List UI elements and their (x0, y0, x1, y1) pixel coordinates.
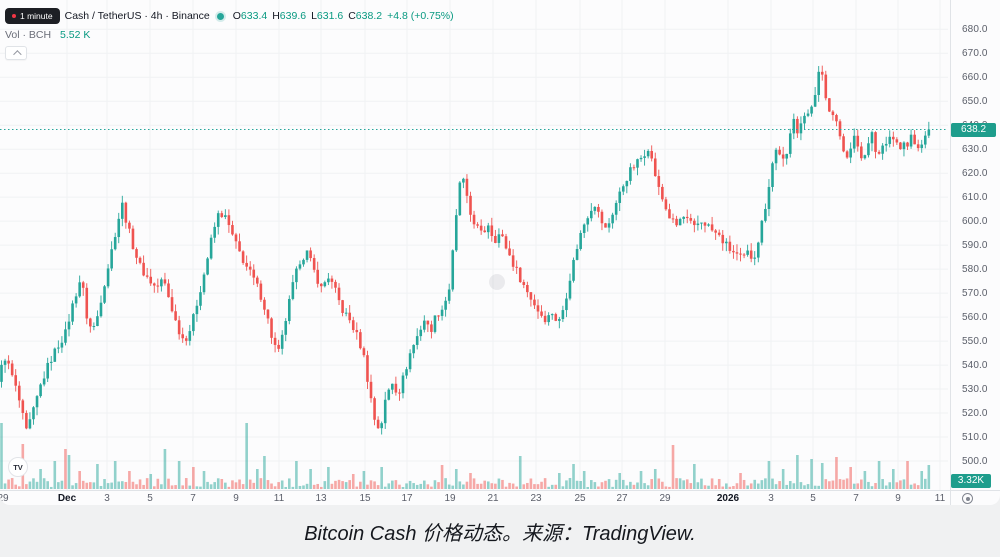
open-label: O (232, 10, 241, 22)
time-tick-label: 29 (0, 493, 9, 504)
price-tick-label: 680.0 (962, 24, 988, 36)
time-tick-label: 7 (190, 493, 196, 504)
market-status-icon[interactable] (216, 12, 224, 20)
open-value: 633.4 (240, 10, 268, 22)
high-value: 639.6 (279, 10, 307, 22)
price-tick-label: 540.0 (962, 360, 988, 372)
price-tick-label: 550.0 (962, 336, 988, 348)
goto-realtime-icon[interactable] (962, 493, 973, 504)
time-tick-label: 13 (315, 493, 327, 504)
last-price-badge: 638.2 (951, 122, 996, 137)
time-tick-label: 3 (768, 493, 774, 504)
price-tick-label: 510.0 (962, 432, 988, 444)
caption-text: Bitcoin Cash 价格动态。来源：TradingView. (304, 522, 696, 545)
time-tick-label: 15 (359, 493, 371, 504)
time-tick-label: Dec (57, 493, 77, 504)
price-tick-label: 560.0 (962, 312, 988, 324)
high-label: H (272, 10, 280, 22)
time-tick-label: 9 (895, 493, 901, 504)
chart-legend: 1 minute Cash / TetherUS · 4h · Binance … (5, 8, 454, 60)
price-tick-label: 630.0 (962, 144, 988, 156)
price-tick-label: 500.0 (962, 456, 988, 467)
time-tick-label: 21 (487, 493, 499, 504)
close-value: 638.2 (355, 10, 383, 22)
time-tick-label: 19 (444, 493, 456, 504)
time-axis-divider (0, 490, 1000, 491)
price-tick-label: 580.0 (962, 264, 988, 276)
chevron-up-icon (13, 50, 22, 59)
chart-panel: 1 minute Cash / TetherUS · 4h · Binance … (0, 0, 1000, 505)
low-label: L (311, 10, 317, 22)
time-tick-label: 5 (810, 493, 816, 504)
symbol-title[interactable]: Cash / TetherUS · 4h · Binance (64, 10, 210, 22)
price-tick-label: 570.0 (962, 288, 988, 300)
caption-bar: Bitcoin Cash 价格动态。来源：TradingView. (0, 505, 1000, 557)
time-tick-label: 11 (934, 493, 946, 504)
time-tick-label: 25 (574, 493, 586, 504)
ohlc-values: O 633.4 H 639.6 L 631.6 C 638.2 +4.8 (+0.75%… (228, 10, 454, 22)
price-tick-label: 520.0 (962, 408, 988, 420)
price-tick-label: 620.0 (962, 168, 988, 180)
time-tick-label: 9 (233, 493, 239, 504)
change-value: +4.8 (+0.75%) (387, 10, 454, 22)
time-tick-label: 2026 (716, 493, 740, 504)
time-tick-label: 11 (273, 493, 285, 504)
time-tick-label: 3 (104, 493, 110, 504)
volume-legend-label: Vol · BCH (5, 29, 52, 41)
close-label: C (348, 10, 356, 22)
time-tick-label: 29 (659, 493, 671, 504)
low-value: 631.6 (316, 10, 344, 22)
collapse-pane-button[interactable] (5, 46, 27, 60)
time-tick-label: 7 (853, 493, 859, 504)
volume-axis-badge: 3.32K (951, 474, 991, 488)
price-tick-label: 610.0 (962, 192, 988, 204)
time-axis[interactable]: 29 Dec 3 5 7 9 11 13 15 17 19 21 23 25 27 29 2026 3 5 7 9 11 (0, 491, 1000, 505)
price-axis-divider (950, 0, 951, 505)
price-tick-label: 660.0 (962, 72, 988, 84)
volume-legend-value: 5.52 K (60, 29, 91, 41)
time-tick-label: 23 (530, 493, 542, 504)
cursor-ghost (489, 274, 505, 290)
time-tick-label: 17 (401, 493, 413, 504)
price-tick-label: 650.0 (962, 96, 988, 108)
price-tick-label: 530.0 (962, 384, 988, 396)
price-tick-label: 670.0 (962, 48, 988, 60)
interval-tooltip-label: 1 minute (20, 11, 53, 21)
price-axis[interactable]: 680.0670.0660.0650.0640.0630.0620.0610.0… (951, 0, 1000, 490)
time-tick-label: 5 (147, 493, 153, 504)
tradingview-logo-icon: TV (8, 457, 28, 477)
record-dot-icon (12, 14, 16, 18)
interval-tooltip: 1 minute (5, 8, 60, 24)
price-tick-label: 600.0 (962, 216, 988, 228)
chart-canvas[interactable] (0, 0, 1000, 505)
time-tick-label: 27 (616, 493, 628, 504)
price-tick-label: 590.0 (962, 240, 988, 252)
